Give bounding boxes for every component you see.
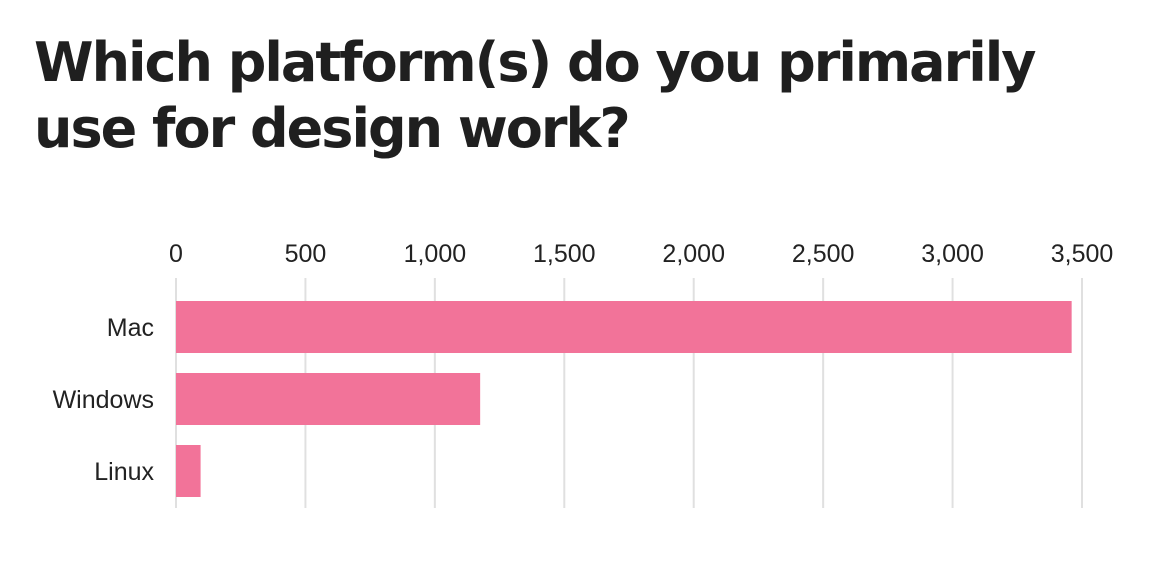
x-tick-label: 2,500 <box>792 240 855 268</box>
category-label: Linux <box>94 458 154 486</box>
category-label: Mac <box>107 314 154 342</box>
x-tick-label: 2,000 <box>662 240 725 268</box>
x-tick-label: 3,000 <box>921 240 984 268</box>
bar-mac <box>176 301 1072 353</box>
x-tick-label: 1,000 <box>404 240 467 268</box>
x-axis-tick-labels: 0 500 1,000 1,500 2,000 2,500 3,000 3,500 <box>169 240 1113 268</box>
bar-linux <box>176 445 201 497</box>
x-tick-label: 1,500 <box>533 240 596 268</box>
x-tick-label: 500 <box>285 240 327 268</box>
x-tick-label: 3,500 <box>1051 240 1114 268</box>
category-labels: Mac Windows Linux <box>53 314 155 486</box>
chart-title: Which platform(s) do you primarily use f… <box>34 31 1036 160</box>
bar-windows <box>176 373 481 425</box>
x-tick-label: 0 <box>169 240 183 268</box>
bars <box>176 301 1072 497</box>
category-label: Windows <box>53 386 154 414</box>
